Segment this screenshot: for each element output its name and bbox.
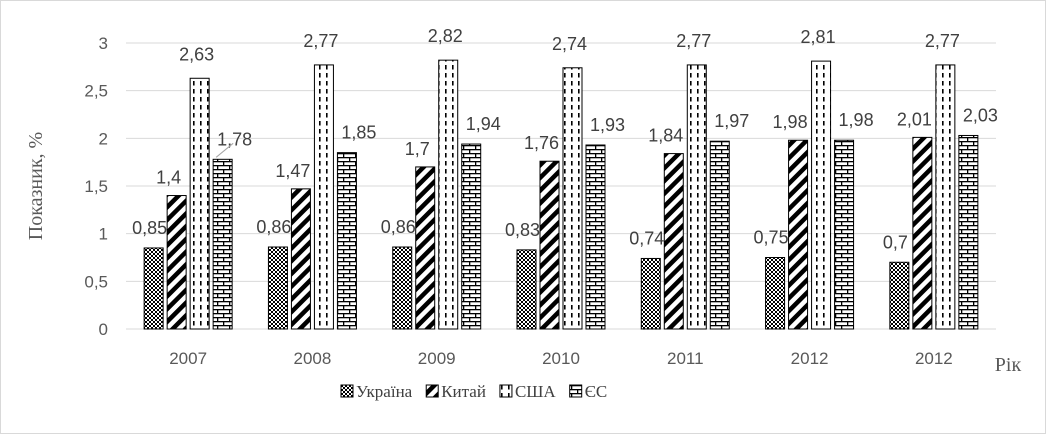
data-label: 0,74 [629, 228, 664, 248]
bar-diagonal [166, 195, 187, 330]
legend-swatch [340, 384, 354, 398]
data-labels: 0,85 1,4 2,63 1,78 0,86 1,47 2,77 1,85 0,86 1,7 2,… [132, 26, 998, 252]
data-label: 1,94 [466, 114, 501, 134]
data-label: 1,85 [341, 123, 376, 143]
legend-label: Китай [441, 382, 486, 401]
data-label: 2,01 [897, 109, 932, 129]
data-label: 2,77 [676, 31, 711, 51]
data-label: 0,83 [505, 220, 540, 240]
y-tick-label: 3 [99, 34, 108, 53]
data-label: 0,75 [754, 228, 789, 248]
bar-bricks [585, 144, 606, 330]
y-tick-label: 2 [99, 129, 108, 148]
legend-label: США [515, 382, 556, 401]
bar-bricks [958, 134, 979, 330]
y-tick-label: 0 [99, 320, 108, 339]
x-tick-label: 2010 [542, 349, 580, 368]
bars [143, 59, 979, 330]
legend-swatch [499, 384, 513, 398]
y-tick-label: 1,5 [84, 177, 108, 196]
data-label: 1,98 [773, 112, 808, 132]
data-label: 2,63 [179, 44, 214, 64]
bar-bricks [834, 139, 855, 330]
data-label: 1,93 [590, 115, 625, 135]
bar-dots [516, 249, 537, 330]
y-axis-title: Показник, % [25, 132, 47, 240]
data-label: 2,74 [552, 34, 587, 54]
bar-diagonal [539, 160, 560, 330]
bar-dashed-vertical [686, 64, 707, 330]
data-label: 0,86 [256, 217, 291, 237]
data-label: 1,76 [524, 133, 559, 153]
x-tick-label: 2009 [418, 349, 456, 368]
gridlines [126, 42, 996, 330]
bar-bricks [461, 143, 482, 330]
y-tick-label: 0,5 [84, 272, 108, 291]
data-label: 1,84 [648, 126, 683, 146]
bar-bricks [212, 158, 233, 330]
data-label: 1,47 [275, 161, 310, 181]
bar-dots [765, 257, 786, 330]
legend: Україна Китай США ЄС [340, 382, 608, 401]
y-axis-ticks: 0 0,5 1 1,5 2 2,5 3 [84, 34, 108, 339]
bar-dashed-vertical [189, 77, 210, 330]
bar-bricks [336, 152, 357, 330]
legend-label: Україна [356, 382, 413, 401]
data-label: 2,82 [428, 26, 463, 46]
bar-dashed-vertical [562, 67, 583, 330]
bar-dots [640, 257, 661, 330]
bar-dots [267, 246, 288, 330]
data-label: 0,86 [381, 217, 416, 237]
data-label: 1,7 [405, 139, 430, 159]
x-axis-title: Рік [995, 354, 1022, 376]
data-label: 1,98 [839, 110, 874, 130]
bar-dots [392, 246, 413, 330]
leader-line [215, 142, 234, 158]
bar-dashed-vertical [935, 64, 956, 330]
y-tick-label: 2,5 [84, 82, 108, 101]
bar-dots [143, 247, 164, 330]
x-tick-label: 2007 [169, 349, 207, 368]
x-tick-label: 2012 [915, 349, 953, 368]
data-label: 1,97 [714, 111, 749, 131]
x-axis-ticks: 2007 2008 2009 2010 2011 2012 2012 [169, 349, 953, 368]
data-label: 0,7 [883, 232, 908, 252]
legend-swatch [425, 384, 439, 398]
data-label: 2,77 [303, 31, 338, 51]
bar-diagonal [912, 136, 933, 330]
y-tick-label: 1 [99, 225, 108, 244]
bar-diagonal [663, 153, 684, 330]
data-label: 2,03 [963, 105, 998, 125]
x-tick-label: 2012 [791, 349, 829, 368]
legend-label: ЄС [585, 382, 608, 401]
x-tick-label: 2011 [667, 349, 704, 368]
data-label: 0,85 [132, 218, 167, 238]
bar-diagonal [788, 139, 809, 330]
bar-dots [889, 261, 910, 330]
legend-swatch [569, 384, 583, 398]
bar-bricks [709, 140, 730, 330]
bar-dashed-vertical [438, 59, 459, 330]
data-label: 1,4 [156, 168, 181, 188]
data-label: 1,78 [217, 129, 252, 149]
bar-dashed-vertical [313, 64, 334, 330]
bar-diagonal [290, 188, 311, 330]
x-tick-label: 2008 [294, 349, 332, 368]
bar-dashed-vertical [811, 60, 832, 330]
data-label: 2,81 [801, 27, 836, 47]
bar-diagonal [415, 166, 436, 330]
data-label: 2,77 [925, 31, 960, 51]
